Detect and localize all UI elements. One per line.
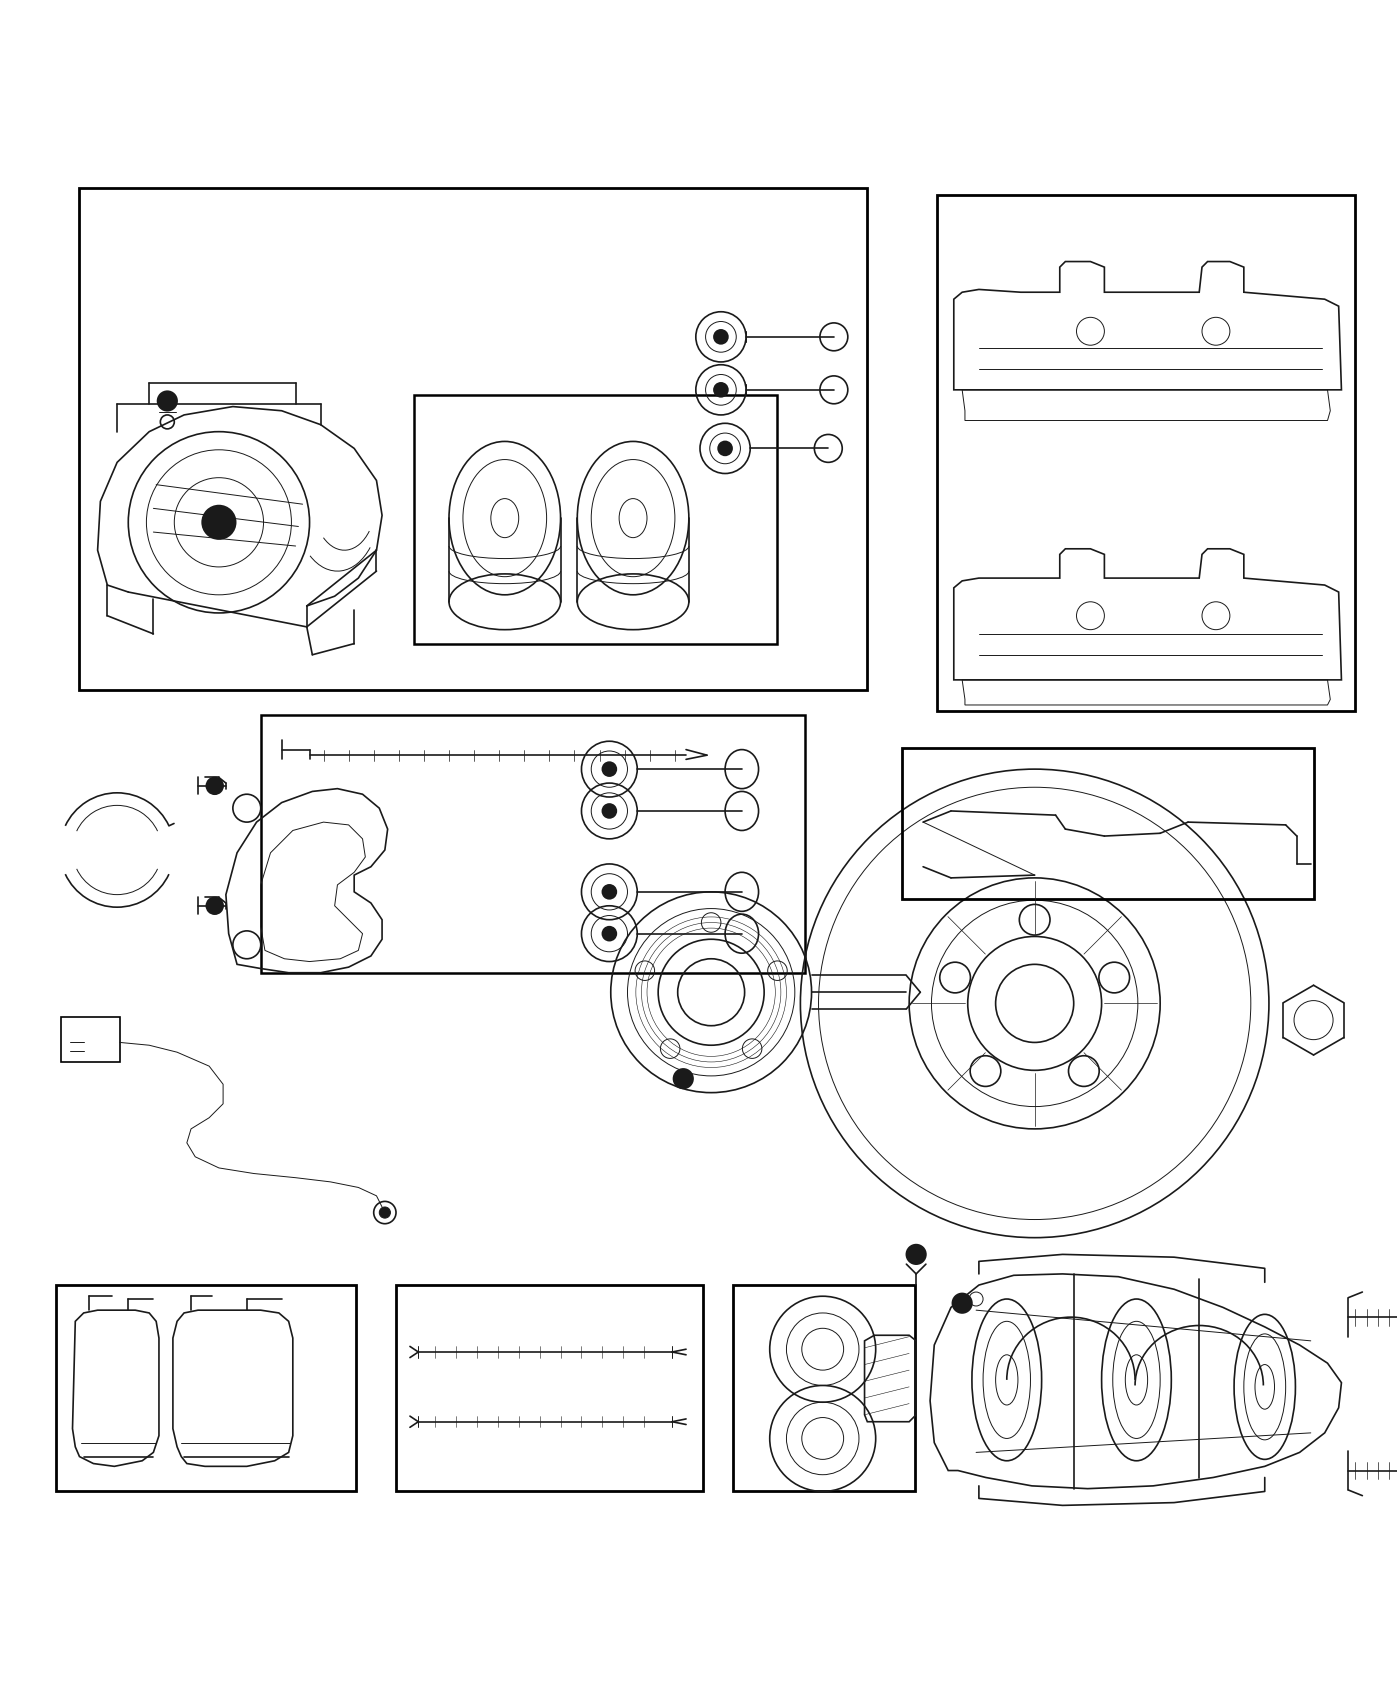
Bar [937, 194, 1355, 711]
Bar [80, 187, 868, 690]
Circle shape [161, 415, 174, 428]
Bar [62, 1017, 120, 1062]
Circle shape [602, 886, 616, 899]
Bar [396, 1285, 703, 1491]
Circle shape [206, 898, 223, 915]
Bar [414, 396, 777, 644]
Circle shape [673, 1069, 693, 1088]
Circle shape [952, 1294, 972, 1312]
Circle shape [602, 804, 616, 818]
Circle shape [202, 505, 235, 539]
Circle shape [602, 762, 616, 777]
Circle shape [379, 1207, 391, 1219]
Circle shape [714, 330, 728, 343]
Bar [902, 748, 1313, 899]
Circle shape [714, 382, 728, 396]
Circle shape [206, 777, 223, 794]
Circle shape [718, 442, 732, 456]
Circle shape [906, 1244, 925, 1265]
Circle shape [602, 927, 616, 940]
Bar [56, 1285, 356, 1491]
Bar [260, 714, 805, 972]
Bar [734, 1285, 914, 1491]
Circle shape [158, 391, 176, 411]
